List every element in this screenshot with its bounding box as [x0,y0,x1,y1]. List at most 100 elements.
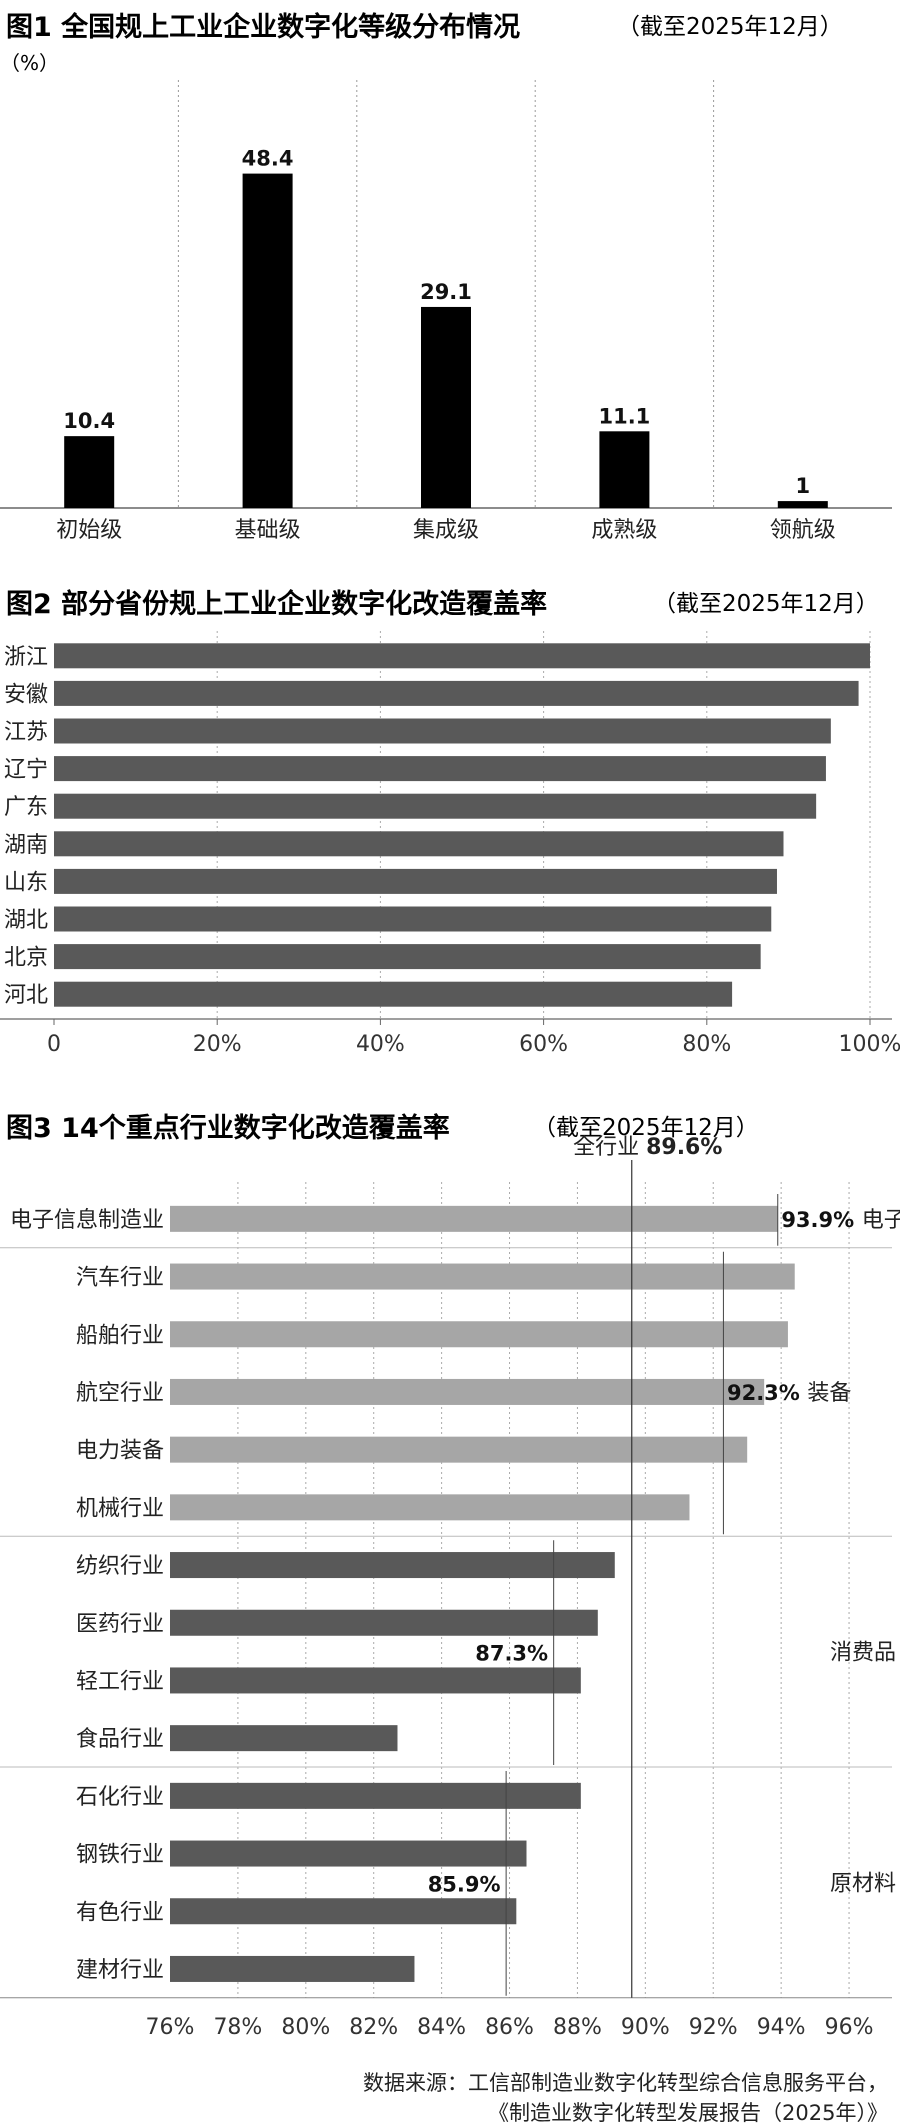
chart1-bar [599,431,650,508]
chart2-bar [54,680,859,706]
chart3-bar [170,1725,398,1752]
chart3-tick-label: 82% [349,2015,398,2040]
chart3-overall-label: 全行业 89.6% [573,1135,722,1160]
chart3-group-avg-label: 93.9% [781,1208,854,1232]
chart2-bar [54,718,831,744]
chart3-tick-label: 76% [146,2015,195,2040]
chart2-category-label: 安徽 [4,682,48,707]
chart3-category-label: 建材行业 [76,1958,164,1983]
chart1-value-label: 1 [795,474,810,498]
chart3-category-label: 船舶行业 [76,1323,164,1348]
chart3-bar [170,1494,690,1521]
chart2-category-label: 江苏 [4,720,48,745]
source-line-1: 数据来源：工信部制造业数字化转型综合信息服务平台， [363,2071,888,2095]
chart3-category-label: 航空行业 [76,1381,164,1406]
chart3-category-label: 纺织行业 [76,1554,164,1579]
chart1-category-label: 初始级 [56,518,122,543]
chart3-category-label: 机械行业 [76,1496,164,1521]
chart1-unit: （%） [0,51,59,75]
chart3-group-avg-label: 85.9% [428,1872,501,1896]
chart3-plot: 76% 78% 80% 82% 84% 86% 88% 90% 92% 94% 96% 电子信息制造业… [0,1135,900,2040]
chart3-bar [170,1321,788,1348]
chart1-bar [421,306,471,508]
chart2-category-label: 河北 [4,983,48,1008]
chart3-bar [170,1552,615,1579]
chart1-value-label: 11.1 [598,404,650,428]
chart2-category-label: 辽宁 [4,758,48,783]
chart3-tick-label: 96% [825,2015,874,2040]
chart3-bar [170,1955,415,1982]
chart2-category-label: 山东 [4,870,48,895]
chart2-bar [54,756,826,782]
chart2-bar [54,981,733,1007]
chart3-bar [170,1205,778,1232]
chart3-bar [170,1782,581,1809]
source-note: 数据来源：工信部制造业数字化转型综合信息服务平台， 《制造业数字化转型发展报告（… [363,2071,888,2125]
chart1-bar [64,436,115,508]
chart2-category-label: 北京 [4,946,48,971]
chart2-category-label: 浙江 [4,645,48,670]
chart2-subtitle: （截至2025年12月） [653,591,879,617]
chart3-header: 图3 14个重点行业数字化改造覆盖率 （截至2025年12月） [6,1112,759,1144]
chart3-tick-label: 80% [281,2015,330,2040]
chart3-group-name: 电子 [862,1208,900,1233]
chart3-category-label: 石化行业 [76,1785,164,1810]
chart3-category-label: 电力装备 [76,1439,164,1464]
chart3-subtitle: （截至2025年12月） [533,1115,759,1141]
chart1-category-label: 领航级 [770,518,836,543]
chart3-group-name: 原材料 [830,1871,896,1896]
chart3-tick-label: 88% [553,2015,602,2040]
chart3-bar [170,1436,748,1463]
chart3-tick-label: 92% [689,2015,738,2040]
chart1-value-label: 48.4 [242,147,294,171]
chart2-title: 图2 部分省份规上工业企业数字化改造覆盖率 [6,588,547,620]
chart3-group-name: 消费品 [830,1641,896,1666]
chart3-tick-label: 84% [417,2015,466,2040]
chart1-category-label: 集成级 [413,518,479,543]
source-line-2: 《制造业数字化转型发展报告（2025年）》 [488,2101,888,2125]
chart3-tick-label: 94% [757,2015,806,2040]
chart3-category-label: 汽车行业 [76,1266,164,1291]
chart1-plot: 10.4 初始级 48.4 基础级 29.1 集成级 11.1 成熟级 1 领航级 [0,80,892,543]
chart3-category-label: 有色行业 [76,1900,164,1925]
chart2-tick-label: 20% [193,1032,242,1057]
chart3-category-label: 食品行业 [76,1727,164,1752]
chart3-tick-label: 78% [213,2015,262,2040]
chart3-group-name: 装备 [807,1381,851,1406]
chart1-value-label: 10.4 [63,409,115,433]
chart2-bar [54,944,761,970]
chart2-tick-label: 40% [356,1032,405,1057]
chart2-bar [54,868,777,894]
chart3-bar [170,1840,527,1867]
chart1-title: 图1 全国规上工业企业数字化等级分布情况 [6,11,520,43]
chart3-group-avg-label: 87.3% [475,1641,548,1665]
chart2-category-label: 湖北 [4,908,48,933]
chart3-bar [170,1898,517,1925]
chart3-bar [170,1263,795,1290]
chart2-header: 图2 部分省份规上工业企业数字化改造覆盖率 （截至2025年12月） [6,588,879,620]
chart2-tick-label: 60% [519,1032,568,1057]
chart3-category-label: 钢铁行业 [76,1843,164,1868]
chart3-tick-label: 90% [621,2015,670,2040]
chart2-category-label: 广东 [4,795,48,820]
chart2-tick-label: 100% [839,1032,900,1057]
chart1-category-label: 基础级 [235,518,301,543]
chart2-tick-label: 80% [682,1032,731,1057]
chart3-tick-label: 86% [485,2015,534,2040]
chart1-bar [777,501,828,508]
chart3-bar [170,1378,765,1405]
chart3-category-label: 轻工行业 [76,1669,164,1694]
chart1-bar [242,173,293,508]
chart2-bar [54,906,772,932]
chart3-category-label: 电子信息制造业 [10,1208,164,1233]
chart3-bar [170,1609,598,1636]
chart2-category-label: 湖南 [4,833,48,858]
chart2-tick-label: 0 [47,1032,61,1057]
chart1-subtitle: （截至2025年12月） [617,14,843,40]
chart2-bar [54,643,870,669]
chart3-group-avg-label: 92.3% [727,1381,800,1405]
chart3-bar [170,1667,581,1694]
chart1-header: 图1 全国规上工业企业数字化等级分布情况 （截至2025年12月） （%） [0,11,843,75]
